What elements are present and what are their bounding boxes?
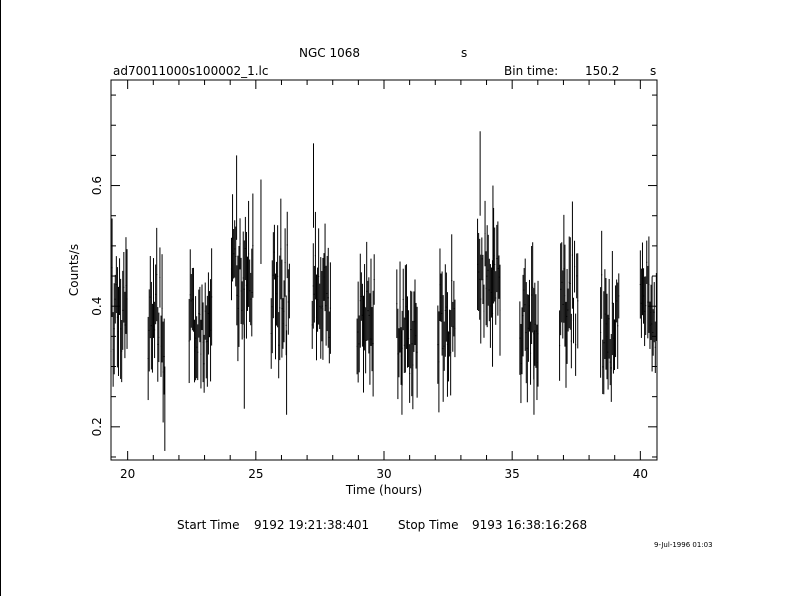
stop-time-label: Stop Time (398, 518, 459, 532)
x-tick-label: 25 (248, 467, 263, 481)
source-unit: s (461, 46, 468, 60)
bin-time-unit: s (650, 64, 657, 78)
x-axis-label: Time (hours) (345, 483, 422, 497)
y-tick-label: 0.2 (90, 417, 104, 436)
source-name: NGC 1068 (299, 46, 361, 60)
start-time-label: Start Time (177, 518, 240, 532)
file-name: ad70011000s100002_1.lc (113, 64, 269, 78)
x-tick-label: 40 (633, 467, 648, 481)
stop-time-value: 9193 16:38:16:268 (472, 518, 588, 532)
window-left-border (0, 0, 1, 596)
error-bars (110, 131, 657, 451)
x-tick-label: 35 (505, 467, 520, 481)
y-tick-labels: 0.2 0.4 0.6 (90, 176, 104, 436)
x-tick-label: 20 (120, 467, 135, 481)
bin-time-value: 150.2 (585, 64, 620, 78)
y-tick-label: 0.4 (90, 297, 104, 316)
plot-date: 9-Jul-1996 01:03 (654, 541, 713, 549)
y-axis-label: Counts/s (67, 244, 81, 296)
y-tick-label: 0.6 (90, 176, 104, 195)
plot-frame (110, 79, 658, 461)
x-tick-label: 30 (376, 467, 391, 481)
x-tick-labels: 20 25 30 35 40 (120, 467, 648, 481)
bin-time-label: Bin time: (504, 64, 559, 78)
start-time-value: 9192 19:21:38:401 (254, 518, 370, 532)
axis-ticks (111, 80, 657, 460)
